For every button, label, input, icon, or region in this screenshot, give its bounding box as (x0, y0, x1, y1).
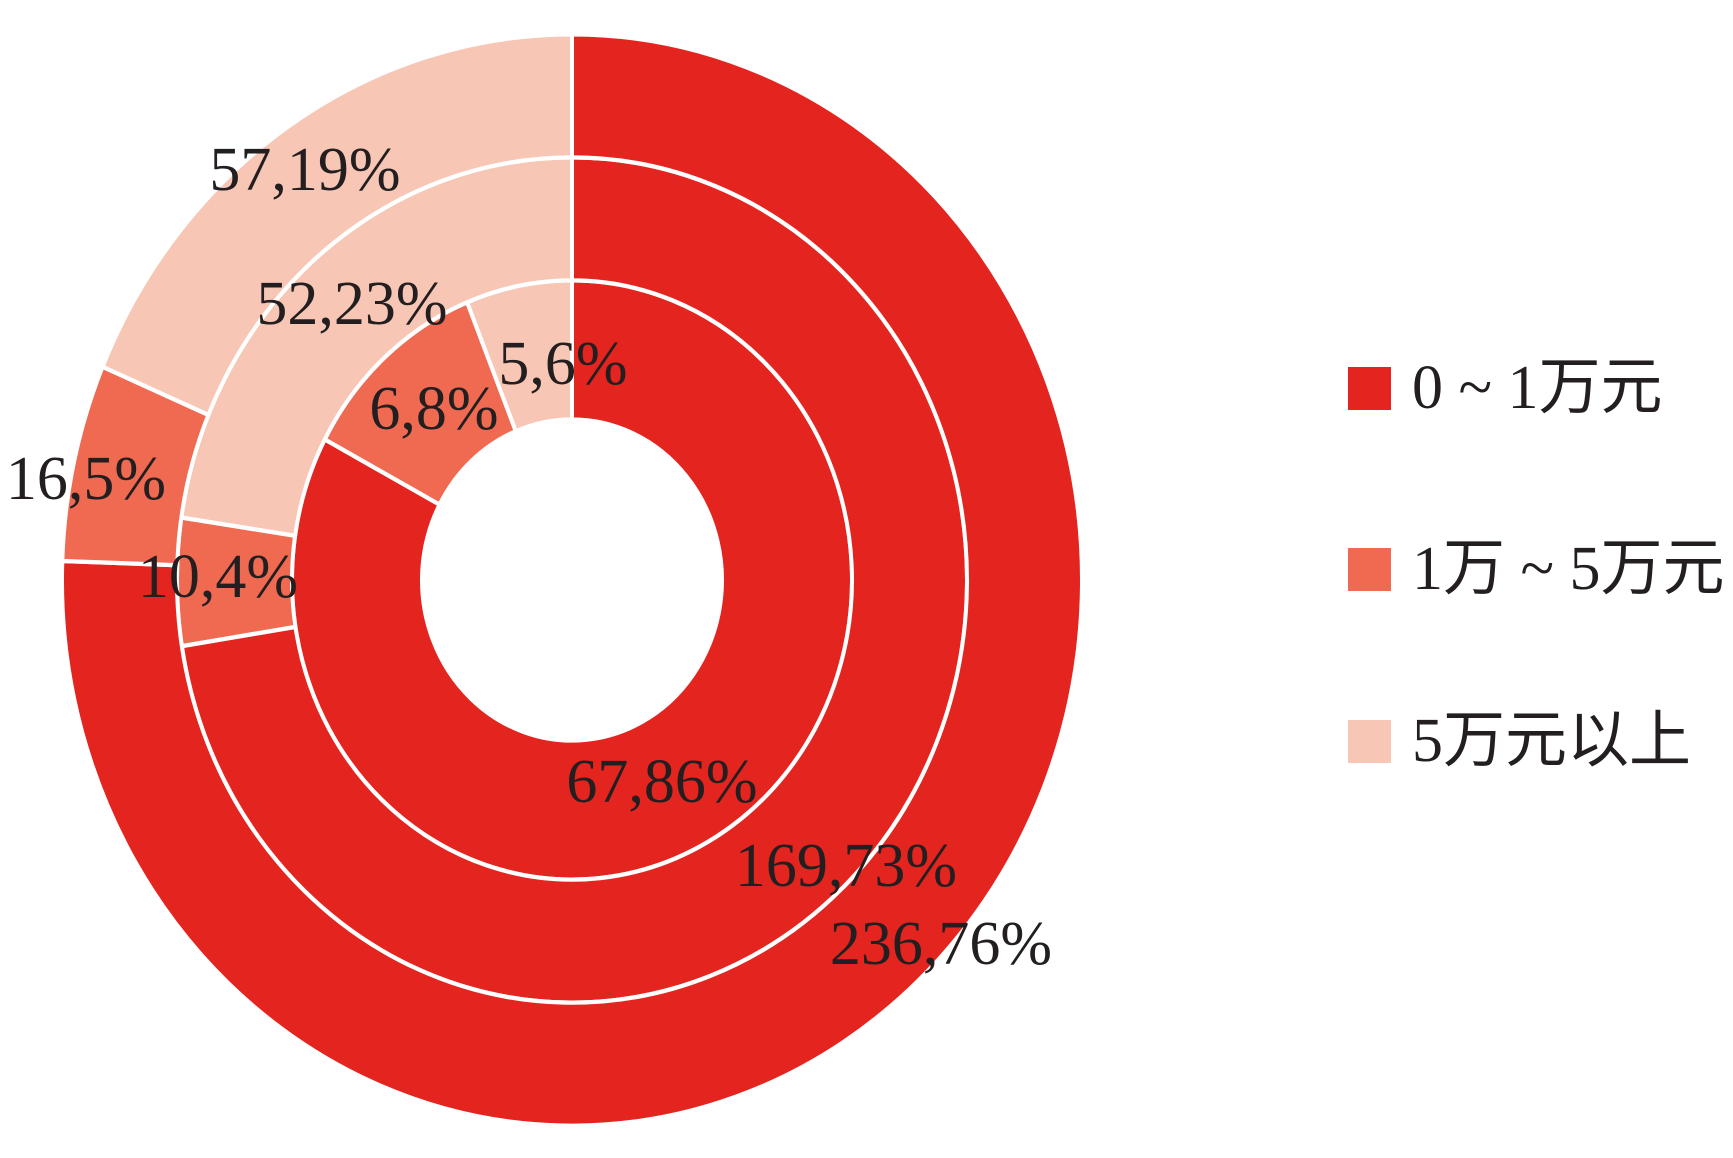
ring-outer-segment-0 (60, 32, 1084, 1128)
legend-swatch-red (1348, 366, 1391, 410)
legend-swatch-salmon (1348, 547, 1391, 591)
legend-label: 0 ~ 1万元 (1412, 354, 1663, 422)
slice-label: 6,8% (369, 375, 498, 443)
legend-label: 5万元以上 (1412, 707, 1692, 775)
slice-label: 67,86% (566, 748, 757, 816)
legend-item-1wan-5wan: 1万 ~ 5万元 (1348, 534, 1725, 604)
legend-swatch-pink (1348, 719, 1391, 763)
slice-label: 16,5% (6, 445, 166, 513)
legend-item-5wan-plus: 5万元以上 (1348, 706, 1691, 776)
slice-label: 236,76% (830, 910, 1052, 978)
slice-label: 52,23% (256, 270, 447, 338)
slice-label: 5,6% (498, 330, 627, 398)
slice-label: 10,4% (138, 543, 298, 611)
ring-outer-segment-2 (100, 32, 574, 417)
slice-label: 57,19% (209, 136, 400, 204)
slice-label: 169,73% (735, 832, 957, 900)
legend-item-0-1wan: 0 ~ 1万元 (1348, 353, 1663, 423)
legend-label: 1万 ~ 5万元 (1412, 535, 1725, 603)
